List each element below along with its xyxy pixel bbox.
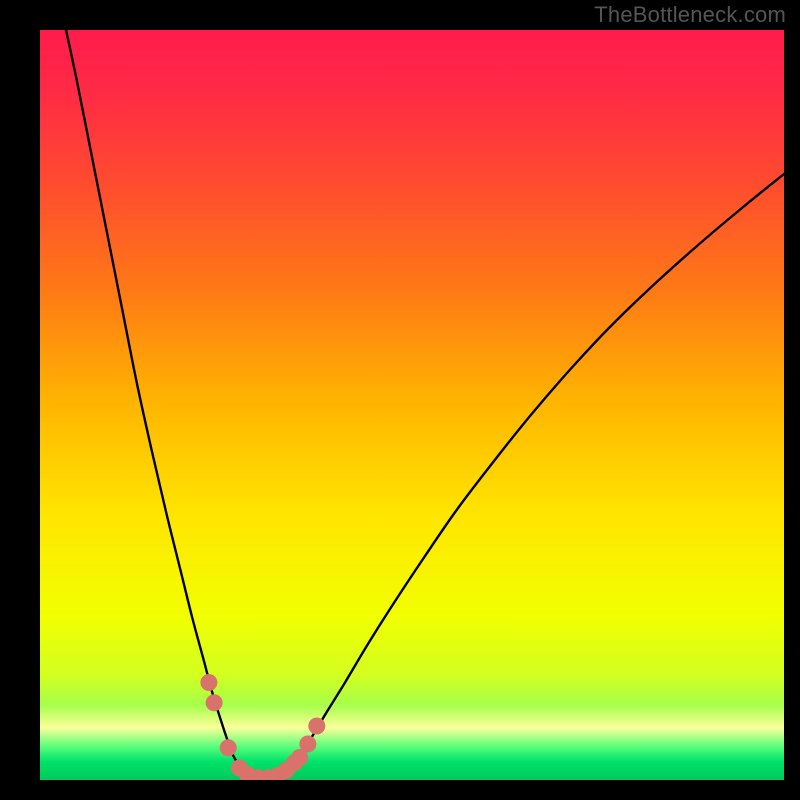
bottleneck-chart <box>0 0 800 800</box>
data-marker <box>309 718 325 734</box>
data-marker <box>206 695 222 711</box>
data-marker <box>300 736 316 752</box>
data-marker <box>220 740 236 756</box>
data-marker <box>201 675 217 691</box>
chart-gradient-bg <box>40 30 784 780</box>
